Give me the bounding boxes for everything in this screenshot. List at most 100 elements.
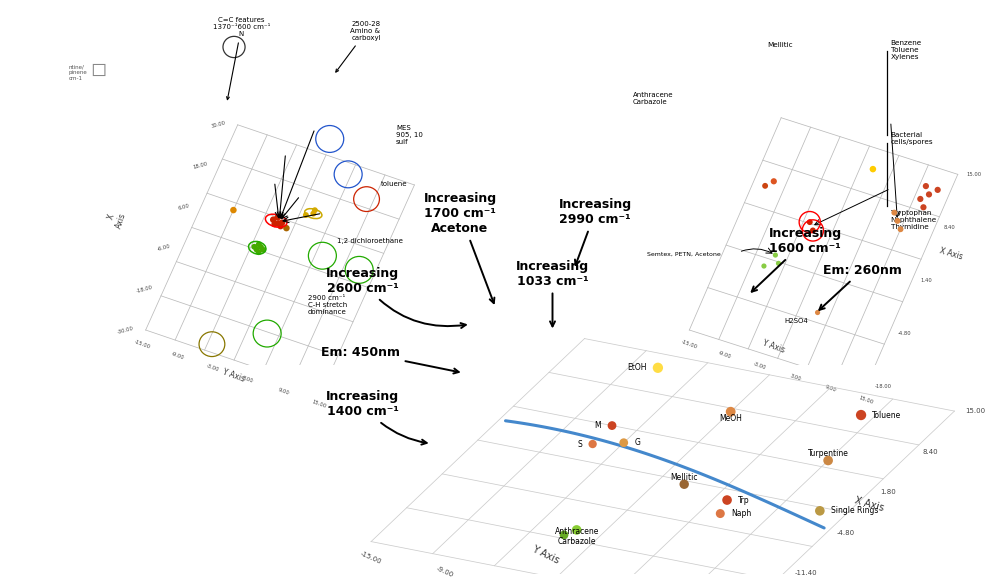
Point — [911, 194, 927, 204]
Text: 8.40: 8.40 — [921, 449, 937, 455]
Text: Anthracene
Carbazole: Anthracene Carbazole — [632, 92, 673, 104]
Text: Mellitic: Mellitic — [670, 473, 697, 482]
Text: G: G — [634, 438, 640, 447]
Point — [719, 495, 735, 505]
Text: MeOH: MeOH — [719, 414, 742, 423]
Text: -15.00: -15.00 — [359, 550, 383, 566]
Point — [755, 262, 771, 271]
Point — [914, 202, 930, 212]
Point — [278, 223, 294, 233]
Text: -3.00: -3.00 — [752, 361, 766, 371]
Point — [917, 182, 933, 191]
Point — [765, 177, 781, 186]
Text: Anthracene
Carbazole: Anthracene Carbazole — [554, 527, 598, 546]
Point — [892, 224, 908, 234]
Point — [569, 525, 584, 535]
Text: 8.40: 8.40 — [942, 225, 954, 230]
Text: -15.00: -15.00 — [680, 339, 698, 349]
Text: Mellitic: Mellitic — [766, 42, 792, 48]
Text: Semtex, PETN, Acetone: Semtex, PETN, Acetone — [646, 252, 720, 257]
Point — [584, 440, 600, 449]
Text: 15.00: 15.00 — [965, 172, 981, 177]
Text: C=C features
1370⁻¹600 cm⁻¹
N: C=C features 1370⁻¹600 cm⁻¹ N — [213, 17, 269, 100]
Point — [248, 245, 264, 254]
Text: Increasing
1400 cm⁻¹: Increasing 1400 cm⁻¹ — [326, 390, 426, 445]
Point — [852, 411, 868, 420]
Point — [254, 245, 270, 255]
Text: 3.00: 3.00 — [788, 373, 801, 382]
Text: ntine/
pinene
cm-1: ntine/ pinene cm-1 — [69, 65, 87, 81]
Text: -15.00: -15.00 — [133, 339, 151, 349]
Point — [252, 242, 268, 252]
Text: Single Rings: Single Rings — [830, 506, 877, 515]
Text: X Axis: X Axis — [937, 246, 962, 261]
Text: 1.40: 1.40 — [919, 278, 931, 283]
Point — [305, 209, 321, 218]
Text: Y Axis: Y Axis — [222, 367, 247, 383]
Text: -9.00: -9.00 — [435, 565, 454, 578]
Text: 9.00: 9.00 — [276, 387, 289, 396]
Text: 1.80: 1.80 — [879, 490, 895, 495]
Text: -9.00: -9.00 — [717, 350, 732, 360]
Text: ◻: ◻ — [90, 60, 106, 79]
Point — [649, 363, 665, 372]
Text: 15.00: 15.00 — [857, 396, 873, 405]
Text: X
Axis: X Axis — [104, 208, 128, 230]
Text: X Axis: X Axis — [853, 495, 884, 513]
Text: Increasing
1700 cm⁻¹
Acetone: Increasing 1700 cm⁻¹ Acetone — [423, 192, 496, 303]
Text: 15.00: 15.00 — [964, 408, 984, 414]
Text: EtOH: EtOH — [627, 363, 646, 372]
Text: -4.80: -4.80 — [836, 530, 854, 536]
Text: 18.00: 18.00 — [192, 161, 208, 170]
Text: -6.00: -6.00 — [157, 244, 171, 252]
Point — [615, 438, 631, 447]
Point — [676, 480, 692, 489]
Text: -18.00: -18.00 — [135, 284, 153, 293]
Point — [886, 208, 902, 218]
Text: Em: 450nm: Em: 450nm — [321, 346, 458, 374]
Point — [297, 211, 313, 220]
Text: Y Axis: Y Axis — [530, 544, 561, 566]
Text: 2500-28
Amino & 
carboxyl: 2500-28 Amino & carboxyl — [336, 21, 383, 72]
Text: 2900 cm⁻¹
C-H stretch
dominance: 2900 cm⁻¹ C-H stretch dominance — [307, 295, 347, 314]
Point — [556, 530, 572, 539]
Point — [306, 205, 322, 215]
Point — [247, 242, 262, 251]
Text: S: S — [577, 440, 581, 448]
Text: 9.00: 9.00 — [823, 384, 836, 393]
Point — [265, 215, 281, 224]
Point — [226, 205, 242, 215]
Point — [270, 219, 286, 228]
Text: Y Axis: Y Axis — [761, 339, 785, 355]
Text: Trp: Trp — [737, 495, 748, 505]
Text: -18.00: -18.00 — [874, 384, 891, 389]
Point — [603, 421, 619, 430]
Text: Bacterial
cells/spores: Bacterial cells/spores — [890, 132, 932, 145]
Point — [266, 219, 282, 229]
Point — [766, 251, 782, 260]
Point — [722, 407, 738, 416]
Text: Tryptophan
Naphthalene
Thymidine: Tryptophan Naphthalene Thymidine — [890, 210, 936, 230]
Point — [811, 506, 827, 516]
Text: -3.00: -3.00 — [206, 363, 220, 372]
Text: Naph: Naph — [731, 509, 750, 518]
Text: M: M — [594, 421, 600, 430]
Text: MES
905, 10
sulf: MES 905, 10 sulf — [396, 125, 422, 145]
Point — [809, 308, 825, 317]
Point — [250, 248, 266, 257]
Text: -9.00: -9.00 — [170, 351, 185, 360]
Point — [889, 216, 905, 226]
Point — [272, 222, 288, 231]
Text: 30.00: 30.00 — [211, 121, 227, 129]
Text: -11.40: -11.40 — [793, 571, 816, 577]
Point — [928, 185, 944, 194]
Text: H2SO4: H2SO4 — [784, 318, 808, 324]
Point — [864, 165, 880, 174]
Text: 15.00: 15.00 — [310, 399, 326, 409]
Point — [269, 213, 285, 222]
Text: -4.80: -4.80 — [897, 331, 911, 336]
Text: toluene: toluene — [381, 182, 408, 187]
Text: -30.00: -30.00 — [117, 325, 134, 335]
Point — [920, 190, 936, 199]
Text: Increasing
2600 cm⁻¹: Increasing 2600 cm⁻¹ — [326, 267, 465, 328]
